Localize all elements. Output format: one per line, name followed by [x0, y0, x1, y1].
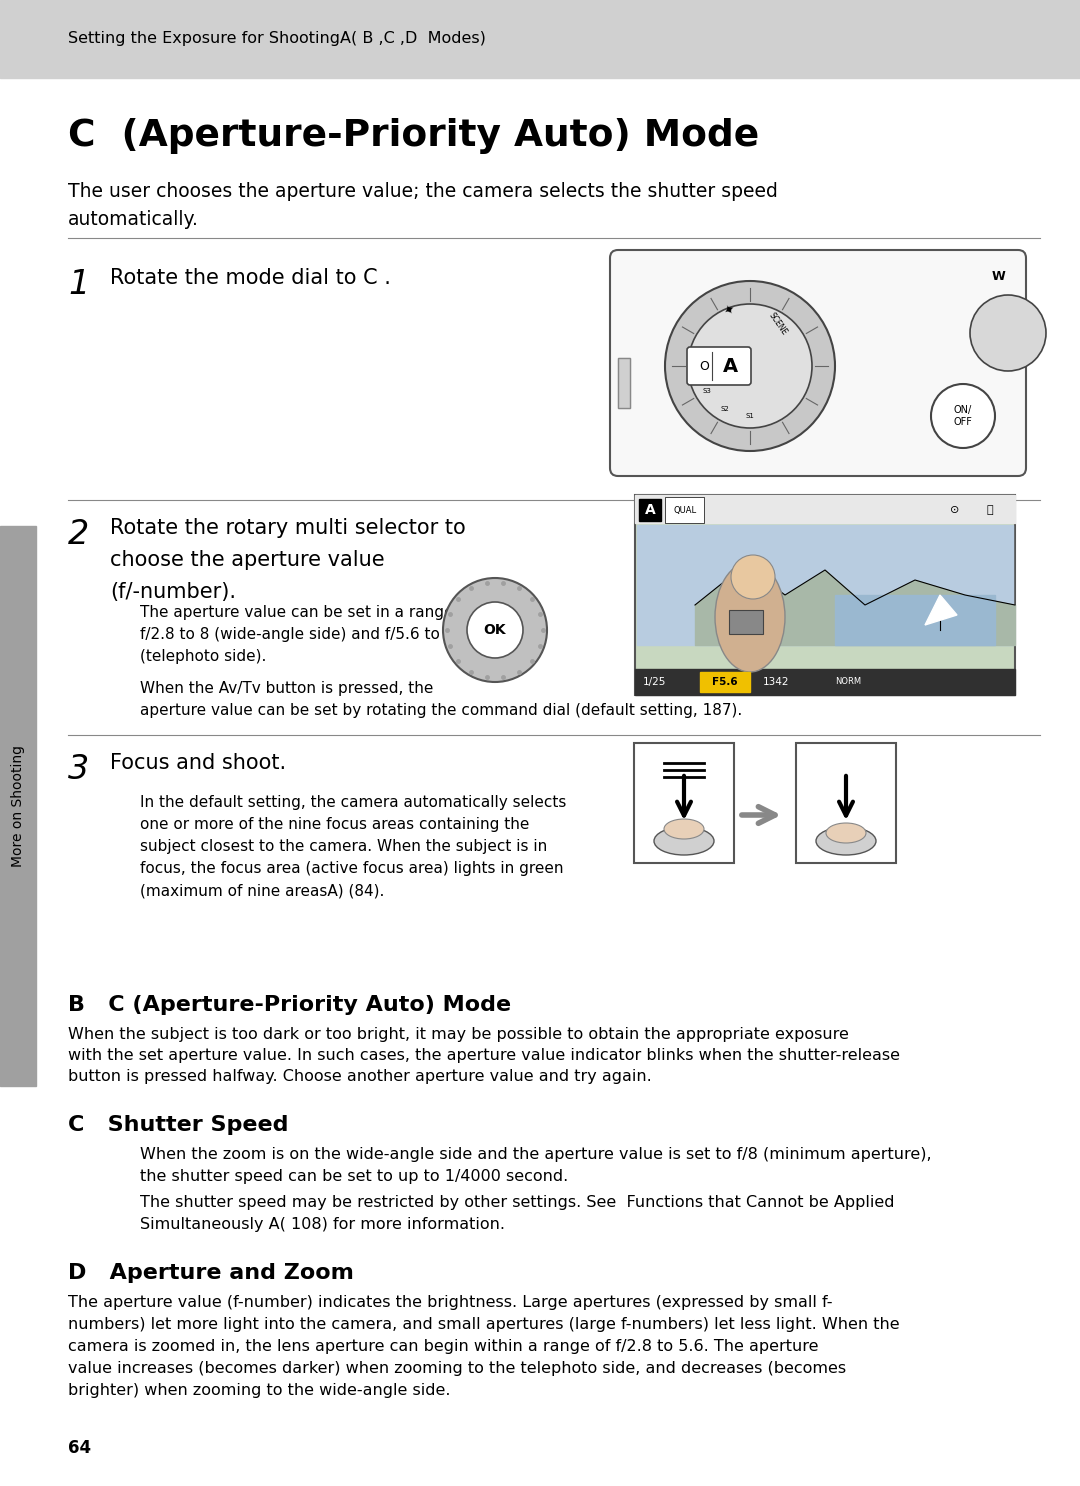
Text: QUAL: QUAL	[673, 505, 697, 514]
FancyBboxPatch shape	[729, 609, 762, 635]
Text: 64: 64	[68, 1438, 91, 1456]
Text: Rotate the mode dial to C .: Rotate the mode dial to C .	[110, 267, 391, 288]
Text: When the subject is too dark or too bright, it may be possible to obtain the app: When the subject is too dark or too brig…	[68, 1027, 849, 1042]
Ellipse shape	[654, 828, 714, 854]
Circle shape	[931, 383, 995, 447]
Text: F5.6: F5.6	[712, 678, 738, 687]
Text: SCENE: SCENE	[767, 311, 788, 337]
FancyBboxPatch shape	[610, 250, 1026, 476]
Text: C   Shutter Speed: C Shutter Speed	[68, 1114, 288, 1135]
Text: O: O	[699, 360, 708, 373]
Text: When the Av/Tv button is pressed, the: When the Av/Tv button is pressed, the	[140, 681, 433, 695]
FancyBboxPatch shape	[796, 743, 896, 863]
Text: choose the aperture value: choose the aperture value	[110, 550, 384, 571]
Circle shape	[970, 296, 1047, 372]
Bar	[635, 495, 1015, 523]
Text: automatically.: automatically.	[68, 210, 199, 229]
Bar	[0, 526, 36, 1086]
Text: D   Aperture and Zoom: D Aperture and Zoom	[68, 1263, 354, 1282]
Text: ✦: ✦	[723, 303, 738, 319]
Ellipse shape	[715, 562, 785, 672]
Text: 1: 1	[68, 267, 90, 302]
Text: The aperture value (f-number) indicates the brightness. Large apertures (express: The aperture value (f-number) indicates …	[68, 1294, 833, 1311]
Text: 1342: 1342	[762, 678, 789, 687]
Text: the shutter speed can be set to up to 1/4000 second.: the shutter speed can be set to up to 1/…	[140, 1169, 568, 1184]
Text: S3: S3	[702, 388, 711, 394]
Text: brighter) when zooming to the wide-angle side.: brighter) when zooming to the wide-angle…	[68, 1383, 450, 1398]
Text: W: W	[991, 269, 1004, 282]
Text: numbers) let more light into the camera, and small apertures (large f-numbers) l: numbers) let more light into the camera,…	[68, 1317, 900, 1331]
Text: focus, the focus area (active focus area) lights in green: focus, the focus area (active focus area…	[140, 860, 564, 877]
Circle shape	[467, 602, 523, 658]
Text: with the set aperture value. In such cases, the aperture value indicator blinks : with the set aperture value. In such cas…	[68, 1048, 900, 1062]
Bar	[700, 672, 750, 692]
Text: A: A	[645, 502, 656, 517]
Text: The aperture value can be set in a range: The aperture value can be set in a range	[140, 605, 454, 620]
Text: Rotate the rotary multi selector to: Rotate the rotary multi selector to	[110, 519, 465, 538]
Text: The shutter speed may be restricted by other settings. See  Functions that Canno: The shutter speed may be restricted by o…	[140, 1195, 894, 1210]
Bar	[639, 499, 661, 522]
Text: Simultaneously A( 108) for more information.: Simultaneously A( 108) for more informat…	[140, 1217, 505, 1232]
FancyBboxPatch shape	[687, 348, 751, 385]
Text: (f/-number).: (f/-number).	[110, 583, 237, 602]
Bar	[635, 669, 1015, 695]
Bar	[618, 358, 630, 409]
Text: f/2.8 to 8 (wide-angle side) and f/5.6 to 8: f/2.8 to 8 (wide-angle side) and f/5.6 t…	[140, 627, 455, 642]
Text: (telephoto side).: (telephoto side).	[140, 649, 267, 664]
Text: subject closest to the camera. When the subject is in: subject closest to the camera. When the …	[140, 840, 548, 854]
Ellipse shape	[826, 823, 866, 843]
Text: C  (Aperture-Priority Auto) Mode: C (Aperture-Priority Auto) Mode	[68, 117, 759, 155]
Circle shape	[443, 578, 546, 682]
Text: value increases (becomes darker) when zooming to the telephoto side, and decreas: value increases (becomes darker) when zo…	[68, 1361, 846, 1376]
Text: aperture value can be set by rotating the command dial (default setting, 187).: aperture value can be set by rotating th…	[140, 703, 742, 718]
Polygon shape	[924, 594, 957, 626]
Text: More on Shooting: More on Shooting	[11, 744, 25, 866]
Text: A: A	[723, 357, 738, 376]
FancyBboxPatch shape	[634, 743, 734, 863]
Text: NORM: NORM	[835, 678, 861, 687]
Text: When the zoom is on the wide-angle side and the aperture value is set to f/8 (mi: When the zoom is on the wide-angle side …	[140, 1147, 932, 1162]
Text: OK: OK	[484, 623, 507, 637]
Text: ⬝: ⬝	[987, 505, 994, 516]
Bar	[0, 0, 1080, 77]
Ellipse shape	[664, 819, 704, 840]
Text: S1: S1	[745, 413, 755, 419]
Text: camera is zoomed in, the lens aperture can begin within a range of f/2.8 to 5.6.: camera is zoomed in, the lens aperture c…	[68, 1339, 819, 1354]
Circle shape	[688, 305, 812, 428]
Text: (maximum of nine areasA) (84).: (maximum of nine areasA) (84).	[140, 883, 384, 898]
Text: 3: 3	[68, 753, 90, 786]
Text: Setting the Exposure for ShootingA( B ,C ,D  Modes): Setting the Exposure for ShootingA( B ,C…	[68, 31, 486, 46]
Text: 1/25: 1/25	[643, 678, 666, 687]
Text: In the default setting, the camera automatically selects: In the default setting, the camera autom…	[140, 795, 566, 810]
Ellipse shape	[816, 828, 876, 854]
Bar	[835, 594, 995, 645]
Bar	[637, 525, 1013, 645]
Text: ON/
OFF: ON/ OFF	[954, 406, 972, 426]
Text: Focus and shoot.: Focus and shoot.	[110, 753, 286, 773]
Text: 2: 2	[68, 519, 90, 551]
Text: one or more of the nine focus areas containing the: one or more of the nine focus areas cont…	[140, 817, 529, 832]
Bar	[618, 358, 630, 409]
Text: S2: S2	[720, 406, 729, 412]
Text: ⊙: ⊙	[950, 505, 960, 516]
Circle shape	[731, 554, 775, 599]
Text: button is pressed halfway. Choose another aperture value and try again.: button is pressed halfway. Choose anothe…	[68, 1068, 651, 1083]
FancyBboxPatch shape	[635, 495, 1015, 695]
Text: The user chooses the aperture value; the camera selects the shutter speed: The user chooses the aperture value; the…	[68, 181, 778, 201]
Circle shape	[665, 281, 835, 450]
Text: B   C (Aperture-Priority Auto) Mode: B C (Aperture-Priority Auto) Mode	[68, 996, 511, 1015]
